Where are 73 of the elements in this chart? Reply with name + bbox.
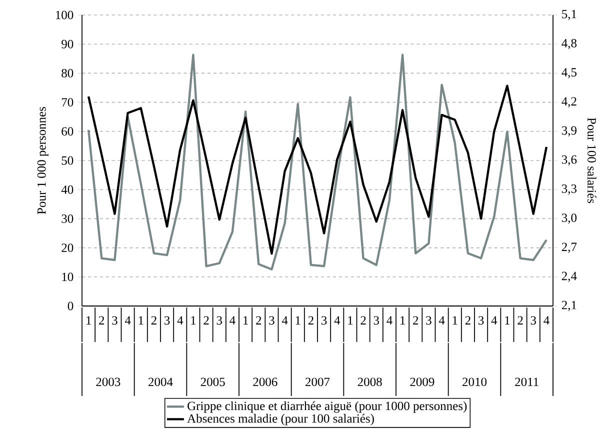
y-tick-label: 0 bbox=[68, 302, 74, 310]
x-tick-label: 1 bbox=[86, 316, 91, 324]
y-tick-label: 70 bbox=[62, 98, 74, 107]
x-tick-label: 4 bbox=[438, 316, 445, 324]
x-tick-label: 2 bbox=[151, 316, 156, 324]
line-series bbox=[87, 54, 548, 270]
x-tick-label: 4 bbox=[386, 316, 392, 324]
x-tick-label: 3 bbox=[164, 316, 170, 325]
x-tick-label: 4 bbox=[124, 316, 131, 324]
y2-tick-label: 2,1 bbox=[562, 300, 576, 312]
x-tick-label: 3 bbox=[269, 316, 274, 325]
x-tick-label: 2 bbox=[465, 316, 470, 324]
x-tick-label: 3 bbox=[478, 316, 484, 325]
x-tick-label: 1 bbox=[400, 316, 405, 324]
x-tick-label: 4 bbox=[491, 316, 498, 324]
y-tick-label: 30 bbox=[62, 214, 74, 223]
x-tick-label: 3 bbox=[426, 316, 432, 325]
x-tick-label: 4 bbox=[177, 316, 184, 324]
y2-tick-label: 4,5 bbox=[562, 68, 577, 78]
y2-tick-label: 2,4 bbox=[562, 272, 577, 282]
x-tick-label: 4 bbox=[334, 316, 340, 324]
y2-axis-title: Pour 100 salariés bbox=[588, 118, 596, 204]
legend-label: Grippe clinique et diarrhée aiguë (pour 1000 personnes) bbox=[188, 401, 467, 413]
text: 2011 bbox=[515, 378, 538, 386]
y-tick-label: 40 bbox=[61, 185, 74, 194]
y2-tick-label: 2,7 bbox=[562, 242, 577, 253]
x-tick-label: 2 bbox=[204, 316, 209, 324]
y2-tick-label: 3,9 bbox=[562, 126, 576, 136]
y-tick-label: 50 bbox=[62, 156, 74, 165]
x-tick-label: 2 bbox=[99, 316, 104, 324]
x-tick-label: 2 bbox=[256, 316, 262, 324]
y-axis-title: Pour 1 000 personnes bbox=[37, 106, 48, 214]
x-tick-label: 2 bbox=[308, 316, 314, 324]
text: 2010 bbox=[462, 378, 487, 386]
y2-tick-label: 3,6 bbox=[562, 155, 577, 166]
line-series bbox=[87, 84, 548, 255]
y-tick-label: 10 bbox=[62, 272, 74, 282]
y2-tick-label: 4,8 bbox=[562, 38, 577, 50]
y2-tick-label: 3,3 bbox=[562, 184, 577, 195]
x-tick-label: 3 bbox=[374, 316, 380, 325]
x-tick-label: 1 bbox=[296, 316, 300, 324]
x-tick-label: 1 bbox=[138, 316, 144, 324]
x-tick-label: 4 bbox=[544, 316, 550, 324]
y2-tick-label: 4,2 bbox=[562, 97, 576, 108]
text: 2004 bbox=[148, 378, 173, 386]
text: 2009 bbox=[410, 378, 434, 386]
x-tick-label: 2 bbox=[518, 316, 523, 324]
y-tick-label: 90 bbox=[62, 40, 74, 48]
text: 2003 bbox=[96, 378, 120, 386]
x-tick-label: 3 bbox=[322, 316, 327, 325]
x-tick-label: 2 bbox=[413, 316, 418, 324]
x-tick-label: 4 bbox=[230, 316, 236, 324]
legend-label: Absences maladie (pour 100 salariés) bbox=[187, 414, 374, 426]
text: 2008 bbox=[358, 378, 382, 386]
x-tick-label: 1 bbox=[452, 316, 458, 324]
text: 2005 bbox=[200, 378, 225, 386]
x-tick-label: 1 bbox=[505, 316, 510, 324]
x-tick-label: 3 bbox=[530, 316, 536, 325]
x-tick-label: 3 bbox=[216, 316, 222, 325]
text: 2007 bbox=[306, 378, 330, 386]
y-tick-label: 60 bbox=[62, 127, 74, 136]
y-tick-label: 80 bbox=[62, 68, 74, 78]
x-tick-label: 2 bbox=[360, 316, 366, 324]
y-tick-label: 100 bbox=[56, 10, 74, 20]
x-tick-label: 1 bbox=[348, 316, 353, 324]
y2-tick-label: 5,1 bbox=[562, 10, 576, 20]
x-tick-label: 1 bbox=[244, 316, 248, 324]
y-tick-label: 20 bbox=[62, 244, 74, 252]
x-tick-label: 1 bbox=[191, 316, 196, 324]
text: 2006 bbox=[253, 378, 278, 386]
x-tick-label: 4 bbox=[282, 316, 288, 324]
x-tick-label: 3 bbox=[112, 316, 118, 325]
y2-tick-label: 3,0 bbox=[562, 214, 577, 224]
